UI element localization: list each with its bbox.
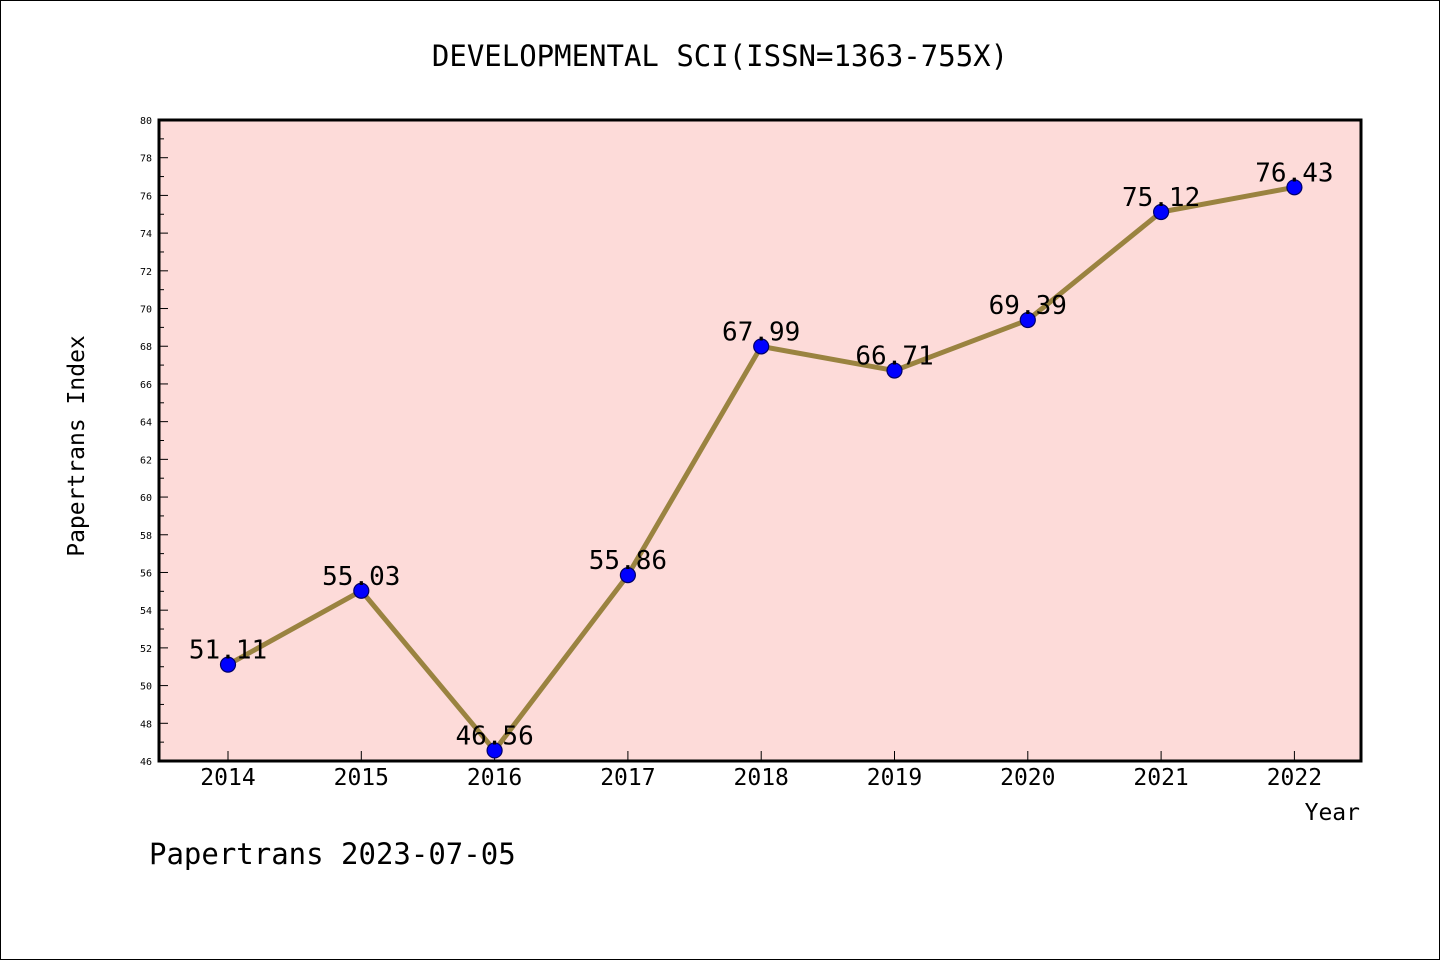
y-tick-label: 68 xyxy=(140,342,152,353)
data-label: 55.03 xyxy=(322,562,400,592)
x-tick-label: 2014 xyxy=(200,765,255,791)
data-label: 69.39 xyxy=(989,291,1067,321)
data-point xyxy=(353,582,370,599)
x-tick-label: 2015 xyxy=(334,765,389,791)
data-label: 67.99 xyxy=(722,317,800,347)
footer-credit: Papertrans 2023-07-05 xyxy=(149,837,516,871)
y-tick-label: 56 xyxy=(140,568,152,579)
y-tick-label: 50 xyxy=(140,682,152,693)
data-label: 76.43 xyxy=(1255,158,1333,188)
data-point xyxy=(486,742,503,759)
data-point xyxy=(619,567,637,584)
y-tick-label: 52 xyxy=(140,644,152,655)
data-point xyxy=(1152,203,1170,221)
x-tick-label: 2017 xyxy=(600,765,655,791)
data-label: 66.71 xyxy=(855,342,933,372)
plot-border xyxy=(157,118,1363,763)
data-point xyxy=(1286,179,1303,196)
x-tick-label: 2021 xyxy=(1133,765,1188,791)
y-tick-label: 70 xyxy=(140,305,152,316)
data-label: 51.11 xyxy=(189,636,267,666)
x-axis-label: Year xyxy=(1305,800,1360,826)
chart-title: DEVELOPMENTAL SCI(ISSN=1363-755X) xyxy=(432,39,1008,73)
plot-area xyxy=(159,120,1361,761)
x-axis: 2014 2015 2016 2017 2018 2019 2020 2021 2022 xyxy=(200,751,1322,791)
data-point xyxy=(1019,311,1036,329)
y-tick-label: 48 xyxy=(140,719,152,730)
y-tick-label: 46 xyxy=(140,757,152,768)
y-tick-label: 74 xyxy=(140,229,152,240)
data-labels: 51.11 55.03 46.56 55.86 67.99 66.71 69.39 75.12… xyxy=(189,158,1334,751)
y-tick-label: 78 xyxy=(140,154,152,165)
data-label: 46.56 xyxy=(455,721,533,751)
y-tick-label: 62 xyxy=(140,455,152,466)
y-tick-label: 60 xyxy=(140,493,152,504)
y-tick-label: 66 xyxy=(140,380,152,391)
x-tick-label: 2022 xyxy=(1267,765,1322,791)
x-tick-label: 2018 xyxy=(734,765,789,791)
y-tick-label: 76 xyxy=(140,191,152,202)
y-tick-label: 64 xyxy=(140,418,152,429)
data-point xyxy=(753,338,770,355)
data-point xyxy=(219,656,237,673)
y-tick-label: 72 xyxy=(140,267,152,278)
x-tick-label: 2019 xyxy=(867,765,922,791)
y-tick-label: 58 xyxy=(140,531,152,542)
y-axis-label: Papertrans Index xyxy=(64,335,90,557)
x-tick-label: 2016 xyxy=(467,765,522,791)
y-tick-label: 80 xyxy=(140,116,152,127)
x-tick-label: 2020 xyxy=(1000,765,1055,791)
y-axis: 46 48 50 52 54 56 58 60 62 64 66 68 70 72 74 76 78 80 xyxy=(140,116,168,768)
y-tick-label: 54 xyxy=(140,606,152,617)
data-point xyxy=(886,362,903,379)
data-label: 75.12 xyxy=(1122,183,1200,213)
data-markers xyxy=(219,179,1303,759)
data-label: 55.86 xyxy=(589,546,667,576)
